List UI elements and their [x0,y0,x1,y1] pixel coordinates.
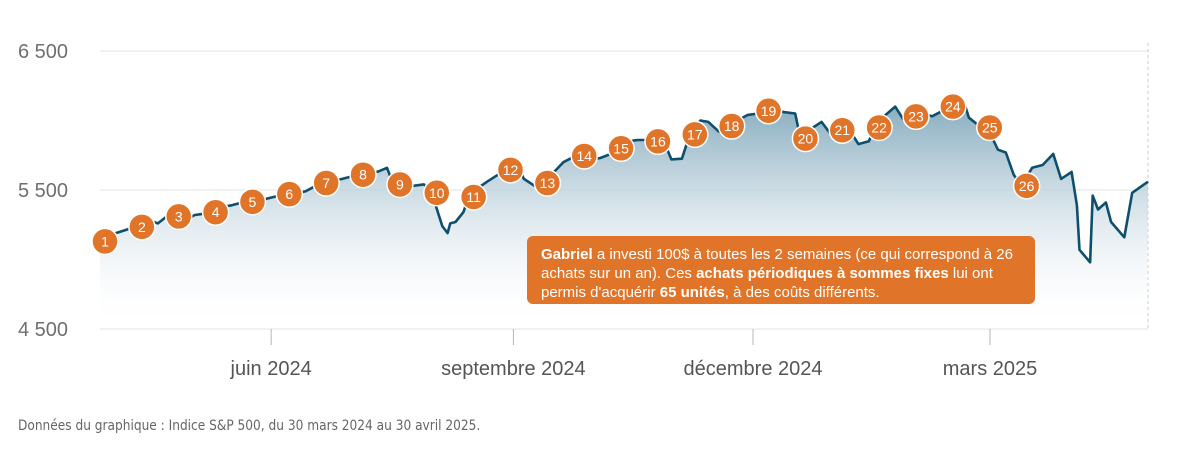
purchase-marker-circle [201,198,230,226]
purchase-marker-circle [164,202,193,231]
purchase-marker-3: 3 [164,202,193,231]
purchase-marker-26: 26 [1012,172,1041,200]
sp500-line-chart: 6 500 5 500 4 500 juin 2024 septembre 2024 d… [18,41,1149,380]
purchase-marker-23: 23 [902,102,930,131]
annotation-text-1: a investi 100$ à toutes les 2 semaines (… [541,246,1013,282]
purchase-marker-10: 10 [423,179,451,207]
annotation-box: Gabriel a investi 100$ à toutes les 2 se… [527,236,1035,304]
purchase-marker-label: 2 [138,219,146,235]
purchase-marker-circle [91,227,119,256]
purchase-marker-circle [275,180,304,208]
purchase-marker-label: 14 [576,148,592,164]
purchase-marker-label: 26 [1019,178,1035,194]
purchase-marker-19: 19 [754,97,783,125]
purchase-marker-label: 24 [945,99,961,115]
purchase-marker-circle [902,102,930,131]
purchase-marker-label: 17 [687,126,703,142]
purchase-marker-22: 22 [865,113,893,142]
purchase-marker-label: 1 [101,233,109,249]
purchase-marker-16: 16 [644,127,672,156]
x-tick-label: mars 2025 [943,358,1038,380]
purchase-marker-7: 7 [312,169,340,197]
purchase-marker-circle [386,170,414,199]
annotation-emphasis-1: achats périodiques à sommes fixes [696,265,949,282]
x-tick-label: décembre 2024 [684,358,823,380]
purchase-marker-13: 13 [533,169,562,197]
purchase-marker-circle [754,97,783,125]
y-tick-label: 5 500 [18,180,68,202]
purchase-marker-circle [533,169,562,197]
x-axis-ticks: juin 2024 septembre 2024 décembre 2024 mars… [230,329,1038,380]
purchase-marker-4: 4 [201,198,230,226]
y-tick-label: 6 500 [18,41,68,63]
y-tick-label: 4 500 [18,319,68,341]
purchase-marker-circle [828,116,857,144]
purchase-marker-label: 19 [761,103,777,119]
purchase-marker-circle [570,142,598,170]
purchase-marker-12: 12 [496,156,525,184]
purchase-marker-1: 1 [91,227,119,256]
purchase-marker-label: 3 [175,208,183,224]
purchase-marker-label: 10 [429,185,445,201]
purchase-marker-6: 6 [275,180,304,208]
purchase-marker-label: 22 [871,119,887,135]
x-tick-label: juin 2024 [230,358,312,380]
purchase-marker-label: 6 [285,186,293,202]
purchase-marker-label: 15 [613,140,629,156]
purchase-marker-label: 9 [396,176,404,192]
purchase-marker-circle [312,169,340,197]
purchase-marker-label: 11 [466,189,481,205]
purchase-marker-circle [865,113,893,142]
purchase-marker-8: 8 [349,160,377,189]
purchase-marker-label: 12 [503,162,519,178]
purchase-marker-label: 21 [834,122,850,138]
purchase-marker-15: 15 [607,134,635,163]
purchase-marker-14: 14 [570,142,598,170]
purchase-marker-label: 13 [540,175,556,191]
annotation-text-2: lui ont permis d'acquérir [541,265,993,301]
purchase-marker-18: 18 [717,112,746,140]
purchase-marker-9: 9 [386,170,414,199]
purchase-marker-20: 20 [791,124,820,153]
purchase-marker-label: 7 [322,175,330,191]
purchase-marker-17: 17 [681,120,709,149]
purchase-marker-circle [939,92,967,121]
purchase-marker-circle [791,124,820,153]
purchase-marker-label: 23 [908,108,924,124]
purchase-marker-label: 25 [982,119,998,135]
purchase-marker-circle [717,112,746,140]
annotation-emphasis-2: 65 unités [659,284,725,301]
purchase-marker-circle [349,160,377,189]
purchase-marker-circle [681,120,709,149]
y-axis-ticks: 6 500 5 500 4 500 [18,41,68,341]
purchase-marker-11: 11 [459,183,488,211]
purchase-marker-circle [238,188,267,216]
purchase-marker-circle [128,213,156,241]
annotation-text-3: , à des coûts différents. [724,284,880,301]
purchase-marker-circle [607,134,635,163]
purchase-marker-25: 25 [975,113,1004,142]
purchase-marker-label: 18 [724,118,740,134]
purchase-marker-label: 4 [212,204,220,220]
purchase-marker-label: 20 [798,131,814,147]
purchase-marker-circle [644,127,672,156]
chart-caption: Données du graphique : Indice S&P 500, d… [18,418,481,434]
purchase-marker-2: 2 [128,213,156,241]
annotation-name: Gabriel [541,246,593,263]
purchase-marker-circle [975,113,1004,142]
purchase-marker-circle [459,183,488,211]
purchase-marker-circle [423,179,451,207]
purchase-marker-circle [1012,172,1041,200]
purchase-marker-label: 16 [650,133,666,149]
purchase-marker-circle [496,156,525,184]
purchase-marker-5: 5 [238,188,267,216]
x-tick-label: septembre 2024 [441,358,586,380]
purchase-marker-label: 8 [359,167,367,183]
purchase-marker-21: 21 [828,116,857,144]
purchase-marker-label: 5 [249,194,257,210]
purchase-marker-24: 24 [939,92,967,121]
